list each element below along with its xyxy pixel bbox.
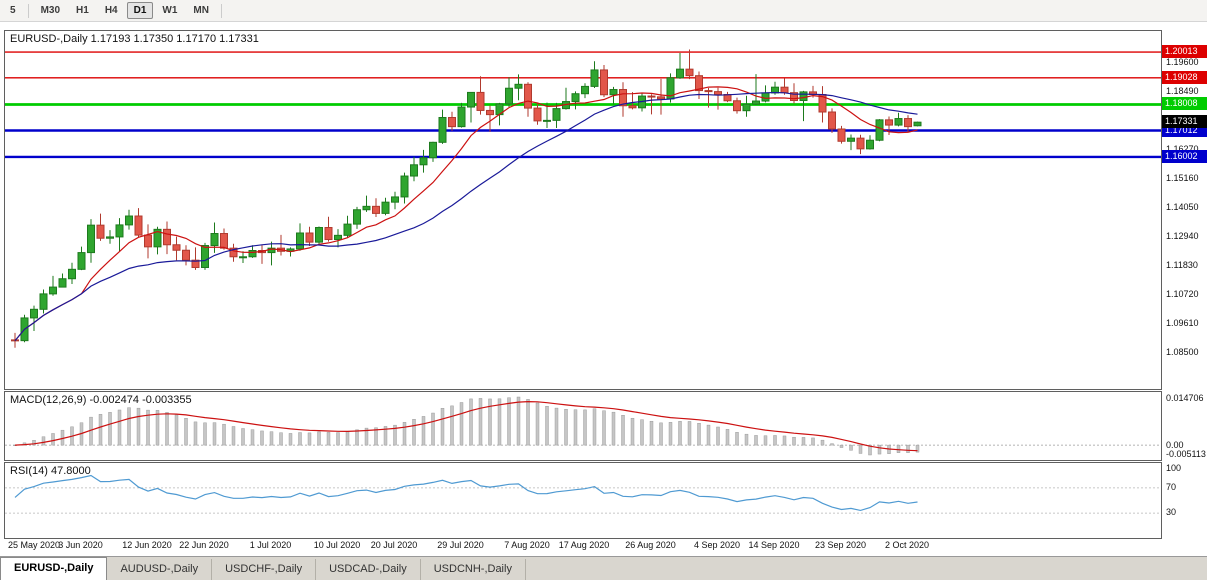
time-axis-label: 10 Jul 2020 (313, 540, 361, 550)
macd-axis-zero: 0.00 (1166, 440, 1184, 451)
macd-axis-max: 0.014706 (1166, 393, 1204, 403)
rsi-axis-100: 100 (1166, 463, 1182, 473)
chart-title: EURUSD-,Daily 1.17193 1.17350 1.17170 1.… (10, 33, 259, 45)
time-axis-label: 7 Aug 2020 (504, 540, 550, 550)
macd-indicator-label: MACD(12,26,9) -0.002474 -0.003355 (10, 394, 192, 406)
price-level-label: 1.19028 (1162, 70, 1207, 84)
price-level-label: 1.20013 (1162, 45, 1207, 59)
time-axis-label: 14 Sep 2020 (748, 540, 800, 550)
candlestick-chart[interactable] (5, 31, 1161, 389)
time-axis[interactable]: 25 May 2020 3 Jun 2020 12 Jun 2020 22 Jun 2… (4, 540, 1162, 554)
timeframe-button-mn[interactable]: MN (193, 5, 209, 16)
rsi-scale[interactable]: 100 70 30 (1162, 462, 1207, 539)
price-axis-label: 1.12940 (1166, 230, 1199, 241)
chart-tab-audusd[interactable]: AUDUSD-,Daily (107, 559, 213, 580)
price-axis-label: 1.10720 (1166, 288, 1199, 299)
rsi-axis-70: 70 (1166, 481, 1177, 492)
rsi-axis-30: 30 (1166, 507, 1177, 518)
price-axis-label: 1.08500 (1166, 346, 1199, 357)
timeframe-button-d1[interactable]: D1 (126, 2, 154, 19)
timeframe-toolbar: 5 M30 H1 H4 D1 W1 MN (0, 0, 1207, 22)
macd-axis-min: -0.005113 (1166, 449, 1206, 459)
chart-tab-eurusd[interactable]: EURUSD-,Daily (0, 557, 108, 580)
chart-tab-usdcnh[interactable]: USDCNH-,Daily (420, 559, 526, 580)
timeframe-button-m30[interactable]: M30 (40, 5, 61, 16)
time-axis-label: 29 Jul 2020 (437, 540, 484, 550)
price-axis-label: 1.18490 (1166, 85, 1199, 96)
time-axis-label: 20 Jul 2020 (370, 540, 418, 550)
price-axis-label: 1.11830 (1166, 259, 1198, 270)
price-axis-label: 1.15160 (1166, 172, 1199, 183)
rsi-indicator-label: RSI(14) 47.8000 (10, 465, 91, 477)
time-axis-label: 17 Aug 2020 (558, 540, 610, 550)
time-axis-label: 4 Sep 2020 (693, 540, 741, 550)
price-chart-pane[interactable]: EURUSD-,Daily 1.17193 1.17350 1.17170 1.… (4, 30, 1162, 390)
macd-pane[interactable]: MACD(12,26,9) -0.002474 -0.003355 (4, 391, 1162, 461)
price-axis-label: 1.14050 (1166, 201, 1199, 212)
current-price-label: 1.17331 (1162, 115, 1207, 129)
chart-tab-usdcad[interactable]: USDCAD-,Daily (316, 559, 421, 580)
time-axis-label: 25 May 2020 (7, 540, 61, 550)
time-axis-label: 12 Jun 2020 (122, 540, 172, 550)
time-axis-label: 3 Jun 2020 (58, 540, 103, 550)
price-level-label: 1.16002 (1162, 149, 1207, 163)
timeframe-button-h4[interactable]: H4 (104, 5, 118, 16)
rsi-chart[interactable] (5, 463, 1161, 538)
macd-scale[interactable]: 0.014706 0.00 -0.005113 (1162, 391, 1207, 461)
toolbar-separator (220, 3, 222, 18)
timeframe-button-w1[interactable]: W1 (162, 5, 178, 16)
price-axis-label: 1.19600 (1166, 56, 1199, 67)
time-axis-label: 1 Jul 2020 (249, 540, 292, 550)
price-axis-label: 1.16270 (1166, 143, 1199, 154)
time-axis-label: 2 Oct 2020 (884, 540, 930, 550)
chart-tabs-bar: EURUSD-,Daily AUDUSD-,Daily USDCHF-,Daily U… (0, 556, 1207, 580)
price-level-label: 1.18008 (1162, 97, 1207, 111)
time-axis-label: 23 Sep 2020 (814, 540, 867, 550)
timeframe-button-5[interactable]: 5 (10, 5, 16, 16)
time-axis-label: 26 Aug 2020 (625, 540, 676, 550)
time-axis-label: 22 Jun 2020 (179, 540, 229, 550)
price-scale[interactable]: 1.196001.184901.173801.162701.151601.140… (1162, 30, 1207, 390)
toolbar-separator (27, 3, 29, 18)
macd-chart[interactable] (5, 392, 1161, 460)
timeframe-button-h1[interactable]: H1 (76, 5, 89, 16)
price-axis-label: 1.09610 (1166, 317, 1199, 328)
chart-tab-usdchf[interactable]: USDCHF-,Daily (212, 559, 317, 580)
rsi-pane[interactable]: RSI(14) 47.8000 (4, 462, 1162, 539)
